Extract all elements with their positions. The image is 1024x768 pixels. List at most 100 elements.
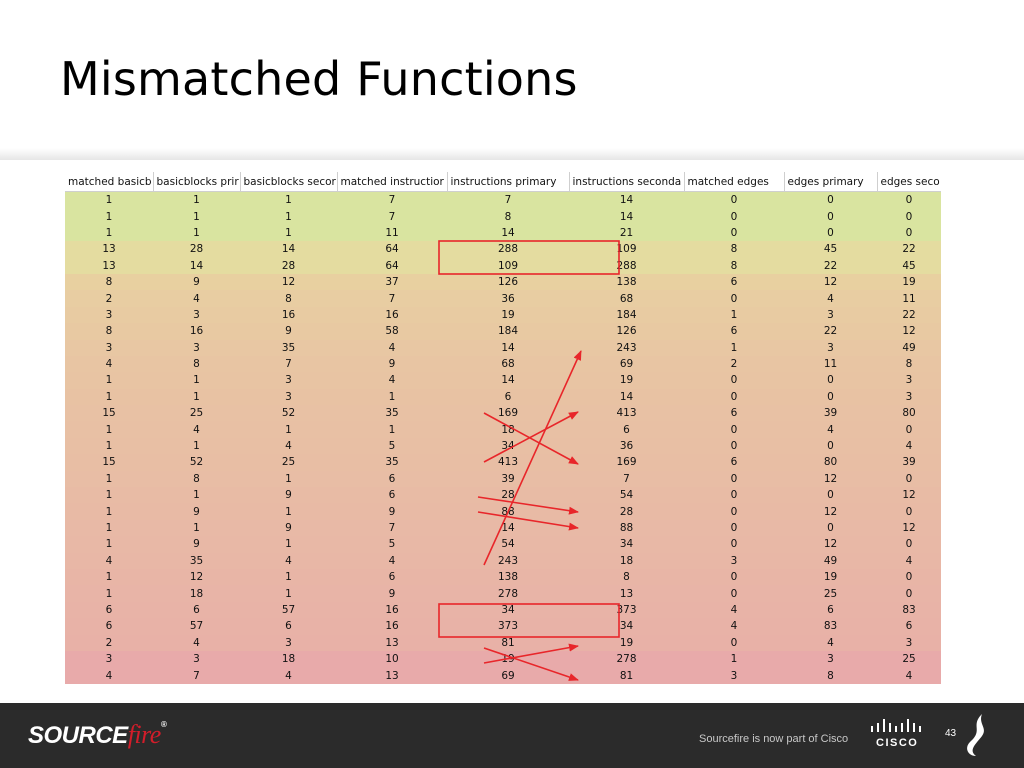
table-cell: 28 bbox=[281, 259, 296, 272]
table-cell: 1 bbox=[285, 472, 292, 485]
footer-tagline: Sourcefire is now part of Cisco bbox=[699, 733, 849, 745]
table-row[interactable]: 1 1 3 1 6 14 0 0 3 bbox=[65, 388, 941, 406]
table-row[interactable]: 1 1 3 4 14 19 0 0 3 bbox=[65, 372, 941, 389]
table-cell: 0 bbox=[730, 489, 738, 502]
table-cell: 9 bbox=[388, 505, 396, 518]
table-row[interactable]: 6 57 6 16 373 34 4 83 6 bbox=[65, 618, 941, 635]
page-number: 43 bbox=[945, 728, 957, 739]
table-cell: 54 bbox=[501, 538, 515, 551]
table-cell: 4 bbox=[827, 292, 834, 305]
table-cell: 12 bbox=[823, 472, 838, 485]
column-header[interactable]: edges primary bbox=[784, 172, 878, 192]
table-row[interactable]: 8 16 9 58 184 126 6 22 12 bbox=[65, 323, 941, 340]
table-cell: 3 bbox=[105, 653, 113, 666]
column-header[interactable]: edges seco bbox=[877, 172, 941, 192]
table-row[interactable]: 13 28 14 64 288 109 8 45 22 bbox=[65, 241, 941, 258]
table-cell: 288 bbox=[497, 243, 519, 256]
table-cell: 15 bbox=[102, 456, 116, 469]
column-header[interactable]: matched basicb bbox=[65, 172, 154, 192]
table-cell: 4 bbox=[105, 669, 113, 682]
table-row[interactable]: 3 3 18 10 19 278 1 3 25 bbox=[65, 650, 941, 668]
table-cell: 28 bbox=[619, 505, 634, 518]
table-cell: 8 bbox=[285, 292, 292, 305]
table-cell: 184 bbox=[497, 325, 519, 338]
table-cell: 4 bbox=[827, 636, 834, 649]
table-row[interactable]: 1 1 1 7 8 14 0 0 0 bbox=[65, 208, 941, 225]
table-cell: 81 bbox=[501, 636, 515, 649]
table-cell: 18 bbox=[281, 653, 296, 666]
table-cell: 39 bbox=[823, 407, 838, 420]
brand-accent-text: fire bbox=[127, 720, 162, 749]
table-cell: 10 bbox=[385, 653, 399, 666]
table-row[interactable]: 1 18 1 9 278 13 0 25 0 bbox=[65, 585, 941, 602]
table-cell: 1 bbox=[193, 390, 200, 403]
table-cell: 0 bbox=[730, 587, 738, 600]
table-cell: 0 bbox=[827, 374, 834, 387]
table-cell: 7 bbox=[388, 210, 396, 223]
table-row[interactable]: 4 8 7 9 68 69 2 11 8 bbox=[65, 355, 941, 373]
table-row[interactable]: 4 7 4 13 69 81 3 8 4 bbox=[65, 667, 941, 684]
table-cell: 14 bbox=[501, 374, 515, 387]
table-row[interactable]: 1 4 1 1 18 6 0 4 0 bbox=[65, 421, 941, 438]
table-cell: 39 bbox=[902, 456, 916, 469]
table-row[interactable]: 2 4 3 13 81 19 0 4 3 bbox=[65, 634, 941, 651]
table-row[interactable]: 1 1 4 5 34 36 0 0 4 bbox=[65, 437, 941, 455]
table-row[interactable]: 1 8 1 6 39 7 0 12 0 bbox=[65, 470, 941, 488]
column-header[interactable]: matched instructior bbox=[337, 172, 448, 192]
table-cell: 1 bbox=[193, 440, 200, 453]
table-cell: 7 bbox=[193, 669, 200, 682]
table-row[interactable]: 8 9 12 37 126 138 6 12 19 bbox=[65, 273, 941, 291]
slide-footer: SOURCEfire® bbox=[0, 703, 1024, 768]
table-cell: 18 bbox=[501, 423, 515, 436]
table-row[interactable]: 15 25 52 35 169 413 6 39 80 bbox=[65, 405, 941, 422]
table-cell: 14 bbox=[189, 259, 204, 272]
table-cell: 35 bbox=[189, 554, 204, 567]
column-header[interactable]: instructions primary bbox=[447, 172, 570, 192]
table-cell: 1 bbox=[285, 587, 292, 600]
column-header[interactable]: instructions seconda bbox=[569, 172, 685, 192]
table-row[interactable]: 3 3 35 4 14 243 1 3 49 bbox=[65, 339, 941, 356]
table-cell: 4 bbox=[193, 423, 200, 436]
table-row[interactable]: 1 1 1 11 14 21 0 0 0 bbox=[65, 224, 941, 242]
table-row[interactable]: 3 3 16 16 19 184 1 3 22 bbox=[65, 306, 941, 324]
table-cell: 6 bbox=[105, 620, 113, 633]
table-row[interactable]: 13 14 28 64 109 288 8 22 45 bbox=[65, 257, 941, 274]
table-cell: 169 bbox=[616, 456, 637, 469]
table-row[interactable]: 1 1 1 7 7 14 0 0 0 bbox=[65, 191, 941, 209]
table-cell: 0 bbox=[905, 194, 913, 207]
table-cell: 6 bbox=[827, 603, 834, 616]
table-cell: 18 bbox=[619, 554, 634, 567]
table-cell: 8 bbox=[105, 276, 113, 289]
table-cell: 0 bbox=[730, 472, 738, 485]
table-cell: 28 bbox=[189, 243, 204, 256]
table-row[interactable]: 2 4 8 7 36 68 0 4 11 bbox=[65, 290, 941, 307]
column-header[interactable]: basicblocks secor bbox=[240, 172, 338, 192]
column-header[interactable]: basicblocks prir bbox=[153, 172, 241, 192]
table-cell: 0 bbox=[730, 292, 738, 305]
table-cell: 4 bbox=[730, 603, 738, 616]
table-cell: 7 bbox=[623, 472, 630, 485]
table-row[interactable]: 1 9 1 9 88 28 0 12 0 bbox=[65, 503, 941, 520]
table-row[interactable]: 1 12 1 6 138 8 0 19 0 bbox=[65, 568, 941, 586]
table-row[interactable]: 15 52 25 35 413 169 6 80 39 bbox=[65, 454, 941, 471]
table-cell: 0 bbox=[905, 226, 913, 239]
table-cell: 8 bbox=[730, 243, 738, 256]
table-row[interactable]: 6 6 57 16 34 373 4 6 83 bbox=[65, 601, 941, 619]
table-cell: 2 bbox=[730, 358, 738, 371]
table-cell: 0 bbox=[905, 210, 913, 223]
table-cell: 22 bbox=[902, 308, 916, 321]
table-cell: 1 bbox=[730, 308, 738, 321]
table-row[interactable]: 4 35 4 4 243 18 3 49 4 bbox=[65, 552, 941, 569]
registered-mark: ® bbox=[160, 720, 167, 729]
table-cell: 80 bbox=[823, 456, 838, 469]
table-row[interactable]: 1 9 1 5 54 34 0 12 0 bbox=[65, 536, 941, 553]
table-row[interactable]: 1 1 9 7 14 88 0 0 12 bbox=[65, 519, 941, 537]
table-cell: 138 bbox=[497, 571, 519, 584]
table-cell: 25 bbox=[823, 587, 838, 600]
table-row[interactable]: 1 1 9 6 28 54 0 0 12 bbox=[65, 487, 941, 504]
table-cell: 11 bbox=[902, 292, 916, 305]
table-cell: 0 bbox=[730, 374, 738, 387]
table-cell: 1 bbox=[193, 194, 200, 207]
table-cell: 3 bbox=[105, 341, 113, 354]
column-header[interactable]: matched edges bbox=[684, 172, 785, 192]
